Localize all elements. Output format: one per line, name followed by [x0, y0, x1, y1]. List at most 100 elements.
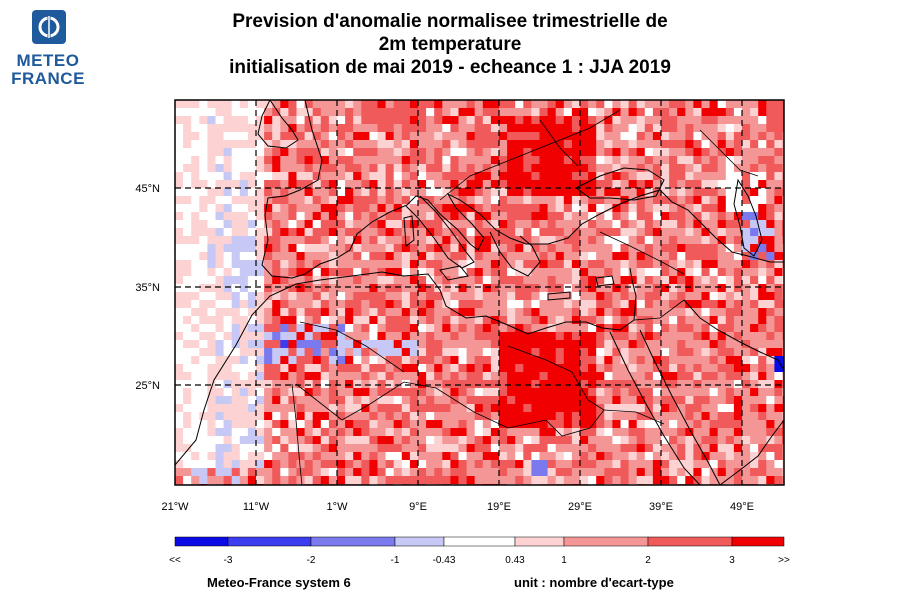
anomaly-cell: [693, 476, 702, 485]
anomaly-cell: [337, 404, 346, 413]
anomaly-cell: [499, 332, 508, 341]
anomaly-cell: [207, 212, 216, 221]
anomaly-cell: [304, 132, 314, 141]
anomaly-cell: [434, 196, 443, 205]
anomaly-cell: [385, 468, 395, 477]
anomaly-cell: [377, 220, 386, 229]
anomaly-cell: [231, 124, 241, 133]
anomaly-cell: [450, 332, 459, 341]
anomaly-cell: [377, 172, 386, 181]
anomaly-cell: [466, 180, 476, 189]
anomaly-cell: [288, 236, 297, 245]
anomaly-cell: [774, 292, 783, 301]
anomaly-cell: [580, 452, 589, 461]
anomaly-cell: [758, 428, 767, 437]
anomaly-cell: [571, 284, 581, 293]
anomaly-cell: [555, 220, 565, 229]
anomaly-cell: [458, 116, 467, 125]
anomaly-cell: [474, 172, 484, 181]
anomaly-cell: [183, 220, 192, 229]
anomaly-cell: [580, 380, 589, 389]
anomaly-cell: [742, 148, 751, 157]
anomaly-cell: [620, 388, 629, 397]
anomaly-cell: [750, 132, 759, 141]
anomaly-cell: [499, 260, 508, 269]
anomaly-cell: [409, 196, 419, 205]
anomaly-cell: [482, 476, 492, 485]
anomaly-cell: [531, 308, 540, 317]
anomaly-cell: [369, 316, 378, 325]
anomaly-cell: [555, 300, 565, 309]
anomaly-cell: [345, 324, 354, 333]
anomaly-cell: [628, 436, 638, 445]
anomaly-cell: [652, 292, 662, 301]
anomaly-cell: [742, 124, 751, 133]
anomaly-cell: [207, 324, 216, 333]
anomaly-cell: [628, 188, 638, 197]
model-name: Meteo-France system 6: [207, 575, 351, 590]
anomaly-cell: [247, 132, 257, 141]
anomaly-cell: [239, 332, 249, 341]
anomaly-cell: [353, 124, 362, 133]
anomaly-cell: [482, 452, 492, 461]
anomaly-cell: [531, 188, 540, 197]
anomaly-cell: [231, 268, 241, 277]
anomaly-cell: [531, 196, 540, 205]
anomaly-cell: [693, 300, 702, 309]
anomaly-cell: [774, 188, 783, 197]
anomaly-cell: [750, 276, 759, 285]
anomaly-cell: [523, 244, 532, 253]
anomaly-cell: [742, 332, 751, 341]
anomaly-cell: [393, 108, 403, 117]
anomaly-cell: [555, 196, 565, 205]
anomaly-cell: [774, 324, 783, 333]
anomaly-cell: [531, 404, 540, 413]
anomaly-cell: [677, 132, 686, 141]
anomaly-cell: [264, 188, 273, 197]
anomaly-cell: [580, 276, 589, 285]
anomaly-cell: [385, 404, 395, 413]
anomaly-cell: [742, 428, 751, 437]
anomaly-cell: [685, 252, 694, 261]
anomaly-cell: [515, 356, 524, 365]
anomaly-cell: [604, 220, 613, 229]
anomaly-cell: [588, 244, 597, 253]
anomaly-cell: [701, 324, 710, 333]
anomaly-cell: [539, 436, 548, 445]
anomaly-cell: [264, 388, 273, 397]
anomaly-cell: [337, 364, 346, 373]
anomaly-cell: [474, 140, 484, 149]
anomaly-cell: [766, 164, 775, 173]
anomaly-cell: [709, 372, 719, 381]
anomaly-cell: [312, 436, 322, 445]
anomaly-cell: [353, 140, 362, 149]
anomaly-cell: [620, 268, 629, 277]
anomaly-cell: [604, 356, 613, 365]
anomaly-cell: [458, 196, 467, 205]
anomaly-cell: [345, 116, 354, 125]
anomaly-cell: [652, 132, 662, 141]
anomaly-cell: [620, 188, 629, 197]
anomaly-cell: [717, 164, 727, 173]
anomaly-cell: [661, 436, 670, 445]
anomaly-cell: [571, 260, 581, 269]
anomaly-cell: [450, 180, 459, 189]
anomaly-cell: [604, 268, 613, 277]
anomaly-cell: [499, 452, 508, 461]
anomaly-cell: [482, 156, 492, 165]
anomaly-cell: [183, 396, 192, 405]
anomaly-cell: [717, 404, 727, 413]
anomaly-cell: [312, 332, 322, 341]
anomaly-cell: [701, 220, 710, 229]
anomaly-cell: [636, 396, 646, 405]
anomaly-cell: [742, 292, 751, 301]
anomaly-cell: [515, 428, 524, 437]
anomaly-cell: [231, 420, 241, 429]
anomaly-cell: [563, 268, 573, 277]
anomaly-cell: [531, 276, 540, 285]
anomaly-cell: [337, 348, 346, 357]
anomaly-cell: [588, 156, 597, 165]
anomaly-cell: [693, 220, 702, 229]
anomaly-cell: [742, 164, 751, 173]
anomaly-cell: [539, 260, 548, 269]
